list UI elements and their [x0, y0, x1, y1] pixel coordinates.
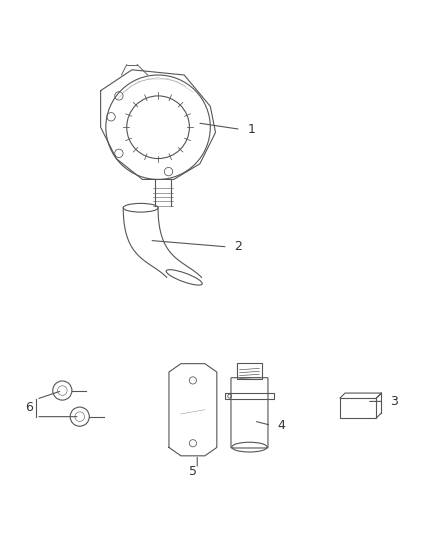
- Text: 6: 6: [25, 401, 33, 415]
- Text: 1: 1: [247, 123, 255, 136]
- Bar: [237, 363, 262, 378]
- Bar: [340, 398, 377, 418]
- Text: 2: 2: [234, 240, 242, 253]
- Bar: [225, 393, 274, 399]
- Text: 4: 4: [278, 419, 286, 432]
- Text: 3: 3: [390, 395, 397, 408]
- Text: 5: 5: [189, 465, 197, 479]
